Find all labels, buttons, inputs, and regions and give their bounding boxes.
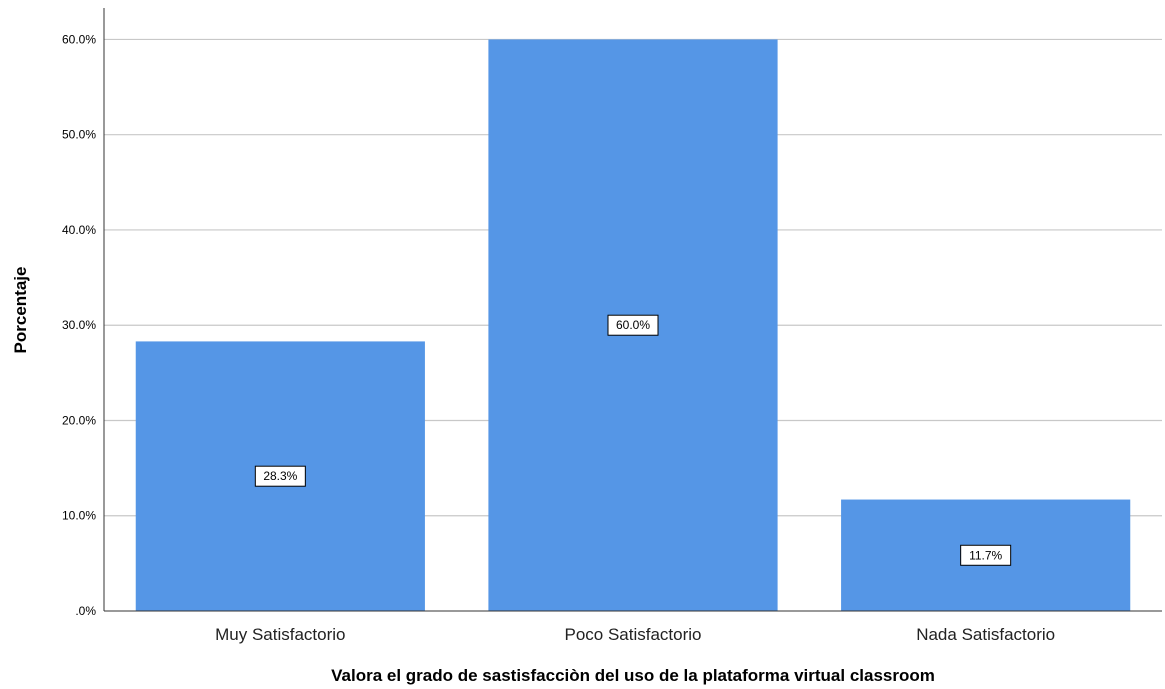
x-axis-title: Valora el grado de sastisfacciòn del uso… [331,666,935,685]
data-label: 60.0% [616,318,650,332]
y-tick-label: 20.0% [62,413,96,427]
data-label-box [607,314,659,336]
y-tick-label: 10.0% [62,509,96,523]
data-label: 11.7% [969,548,1002,562]
data-label: 28.3% [263,469,297,483]
x-tick-label: Poco Satisfactorio [564,625,701,644]
data-labels: 28.3% 60.0% 11.7% [254,314,1012,566]
y-tick-label: 60.0% [62,32,96,46]
y-tick-label: .0% [75,604,96,618]
axes [103,8,1162,612]
y-tick-label: 30.0% [62,318,96,332]
x-tick-label: Nada Satisfactorio [916,625,1055,644]
data-label-box [960,544,1012,566]
y-tick-label: 40.0% [62,223,96,237]
y-tick-labels: .0% 10.0% 20.0% 30.0% 40.0% 50.0% 60.0% [62,32,96,618]
y-tick-label: 50.0% [62,128,96,142]
x-tick-labels: Muy Satisfactorio Poco Satisfactorio Nada … [215,625,1055,644]
data-label-box [254,465,306,487]
y-axis-title: Porcentaje [11,267,30,354]
x-tick-label: Muy Satisfactorio [215,625,345,644]
